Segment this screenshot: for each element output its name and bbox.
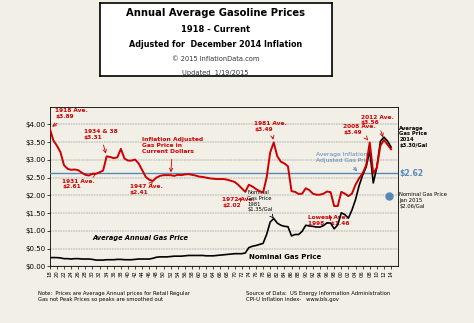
Text: 1918 Ave.
$3.89: 1918 Ave. $3.89 <box>53 108 88 126</box>
Text: 2012 Ave.
$3.56: 2012 Ave. $3.56 <box>361 115 393 137</box>
Text: 1918 - Current: 1918 - Current <box>181 25 250 34</box>
Text: 2008 Ave.
$3.49: 2008 Ave. $3.49 <box>343 124 376 140</box>
Text: $2.62: $2.62 <box>399 169 423 178</box>
Text: Annual Average Gasoline Prices: Annual Average Gasoline Prices <box>126 7 305 17</box>
Text: Source of Data:  US Energy Information Administration
CPI-U Inflation index-   w: Source of Data: US Energy Information Ad… <box>246 291 391 301</box>
Text: 1934 & 38
$3.31: 1934 & 38 $3.31 <box>83 129 117 153</box>
Text: 1947 Ave.
$2.41: 1947 Ave. $2.41 <box>130 181 163 195</box>
Text: Nominal
Gas Price
1981
$1.35/Gal: Nominal Gas Price 1981 $1.35/Gal <box>247 190 273 218</box>
Text: Lowest Ave.
1998 - $1.46: Lowest Ave. 1998 - $1.46 <box>308 215 349 225</box>
Text: 1981 Ave.
$3.49: 1981 Ave. $3.49 <box>254 121 287 139</box>
Text: Nominal Gas Price: Nominal Gas Price <box>249 254 321 260</box>
Text: 1972 Ave.
$2.02: 1972 Ave. $2.02 <box>222 197 255 208</box>
Text: 1931 Ave.
$2.61: 1931 Ave. $2.61 <box>62 174 95 189</box>
Text: Nominal Gas Price
Jan 2015
$2.06/Gal: Nominal Gas Price Jan 2015 $2.06/Gal <box>399 193 447 209</box>
Text: Average
Gas Price
2014
$3.30/Gal: Average Gas Price 2014 $3.30/Gal <box>399 126 428 148</box>
Text: Updated  1/19/2015: Updated 1/19/2015 <box>182 70 249 76</box>
Text: Inflation Adjusted
Gas Price in
Current Dollars: Inflation Adjusted Gas Price in Current … <box>142 137 203 172</box>
Text: Average Inflation
Adjusted Gas Price: Average Inflation Adjusted Gas Price <box>317 152 373 171</box>
Text: Average Annual Gas Price: Average Annual Gas Price <box>92 235 189 241</box>
Text: Note:  Prices are Average Annual prices for Retail Regular
Gas not Peak Prices s: Note: Prices are Average Annual prices f… <box>38 291 190 301</box>
Text: Adjusted for  December 2014 Inflation: Adjusted for December 2014 Inflation <box>129 39 302 48</box>
Text: © 2015 InflationData.com: © 2015 InflationData.com <box>172 56 259 62</box>
